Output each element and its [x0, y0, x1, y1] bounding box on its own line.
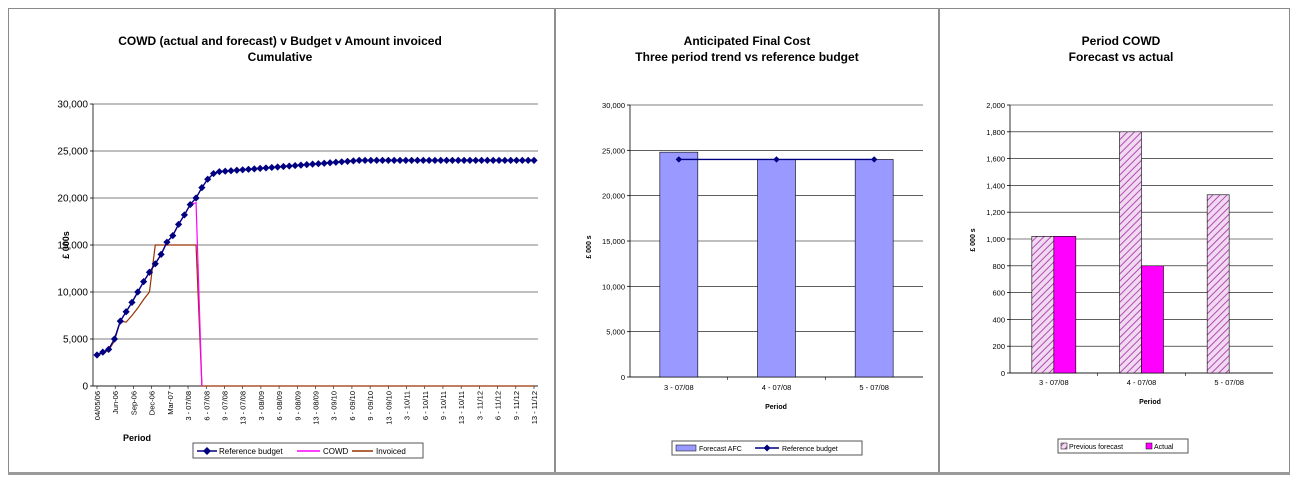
- panel-divider: [554, 8, 556, 472]
- dashboard-frame: [8, 8, 1290, 473]
- bottom-border: [8, 472, 1290, 475]
- panel-divider: [938, 8, 940, 472]
